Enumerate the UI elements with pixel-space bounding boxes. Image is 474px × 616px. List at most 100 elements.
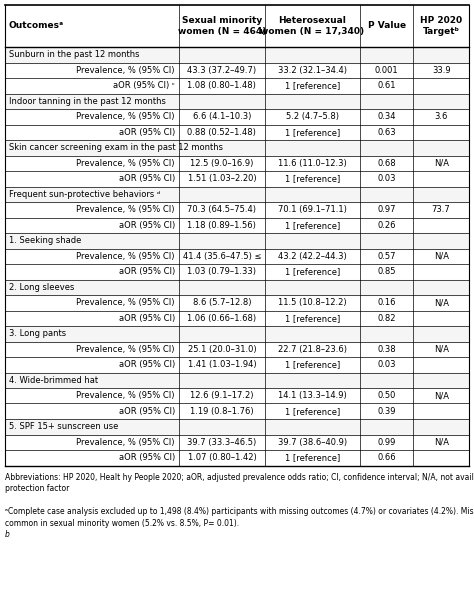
Text: P Value: P Value [367,22,406,31]
Text: aOR (95% CI): aOR (95% CI) [119,360,175,369]
Text: 0.68: 0.68 [377,159,396,168]
Text: 4. Wide-brimmed hat: 4. Wide-brimmed hat [9,376,98,385]
Text: 33.2 (32.1–34.4): 33.2 (32.1–34.4) [278,66,347,75]
Text: aOR (95% CI): aOR (95% CI) [119,453,175,462]
Text: Sexual minority
women (N = 464): Sexual minority women (N = 464) [178,16,266,36]
Text: Prevalence, % (95% CI): Prevalence, % (95% CI) [76,159,175,168]
Text: 70.1 (69.1–71.1): 70.1 (69.1–71.1) [278,205,347,214]
Text: 1 [reference]: 1 [reference] [285,267,340,276]
Text: aOR (95% CI): aOR (95% CI) [119,407,175,416]
Bar [5,47,469,62]
Text: 11.6 (11.0–12.3): 11.6 (11.0–12.3) [278,159,347,168]
Text: Prevalence, % (95% CI): Prevalence, % (95% CI) [76,438,175,447]
Text: Prevalence, % (95% CI): Prevalence, % (95% CI) [76,298,175,307]
Text: Prevalence, % (95% CI): Prevalence, % (95% CI) [76,391,175,400]
Text: ᵃComplete case analysis excluded up to 1,498 (8.4%) participants with missing ou: ᵃComplete case analysis excluded up to 1… [5,507,474,516]
Text: 1.07 (0.80–1.42): 1.07 (0.80–1.42) [188,453,256,462]
Text: 1 [reference]: 1 [reference] [285,81,340,91]
Text: 0.001: 0.001 [375,66,399,75]
Text: 33.9: 33.9 [432,66,450,75]
Bar [5,94,469,109]
Text: 1.41 (1.03–1.94): 1.41 (1.03–1.94) [188,360,256,369]
Text: Prevalence, % (95% CI): Prevalence, % (95% CI) [76,345,175,354]
Text: 0.88 (0.52–1.48): 0.88 (0.52–1.48) [188,128,256,137]
Text: aOR (95% CI): aOR (95% CI) [119,267,175,276]
Text: 0.57: 0.57 [377,252,396,261]
Text: 0.39: 0.39 [377,407,396,416]
Text: 8.6 (5.7–12.8): 8.6 (5.7–12.8) [192,298,251,307]
Text: 41.4 (35.6–47.5) ≤: 41.4 (35.6–47.5) ≤ [182,252,261,261]
Text: 1. Seeking shade: 1. Seeking shade [9,237,82,245]
Text: 1 [reference]: 1 [reference] [285,221,340,230]
Text: 5. SPF 15+ sunscreen use: 5. SPF 15+ sunscreen use [9,422,118,431]
Text: 1 [reference]: 1 [reference] [285,407,340,416]
Text: Frequent sun-protective behaviors ᵈ: Frequent sun-protective behaviors ᵈ [9,190,160,199]
Text: Prevalence, % (95% CI): Prevalence, % (95% CI) [76,112,175,121]
Text: 25.1 (20.0–31.0): 25.1 (20.0–31.0) [188,345,256,354]
Text: 0.38: 0.38 [377,345,396,354]
Text: 0.16: 0.16 [377,298,396,307]
Text: 1.18 (0.89–1.56): 1.18 (0.89–1.56) [188,221,256,230]
Text: N/A: N/A [434,159,449,168]
Text: 2. Long sleeves: 2. Long sleeves [9,283,74,292]
Text: HP 2020
Targetᵇ: HP 2020 Targetᵇ [420,16,462,36]
Text: 0.85: 0.85 [377,267,396,276]
Text: protection factor: protection factor [5,484,69,493]
Text: 14.1 (13.3–14.9): 14.1 (13.3–14.9) [278,391,347,400]
Text: aOR (95% CI): aOR (95% CI) [119,221,175,230]
Text: 1.08 (0.80–1.48): 1.08 (0.80–1.48) [188,81,256,91]
Text: 43.2 (42.2–44.3): 43.2 (42.2–44.3) [278,252,347,261]
Text: 0.63: 0.63 [377,128,396,137]
Text: aOR (95% CI): aOR (95% CI) [119,314,175,323]
Text: 43.3 (37.2–49.7): 43.3 (37.2–49.7) [187,66,256,75]
Bar [5,140,469,155]
Text: 11.5 (10.8–12.2): 11.5 (10.8–12.2) [278,298,346,307]
Text: 0.99: 0.99 [377,438,396,447]
Text: 0.82: 0.82 [377,314,396,323]
Text: 1 [reference]: 1 [reference] [285,360,340,369]
Text: aOR (95% CI): aOR (95% CI) [119,128,175,137]
Text: 0.34: 0.34 [377,112,396,121]
Text: 70.3 (64.5–75.4): 70.3 (64.5–75.4) [187,205,256,214]
Text: Heterosexual
women (N = 17,340): Heterosexual women (N = 17,340) [260,16,365,36]
Text: Sunburn in the past 12 months: Sunburn in the past 12 months [9,51,139,59]
Text: 0.66: 0.66 [377,453,396,462]
Bar [5,280,469,295]
Text: Outcomesᵃ: Outcomesᵃ [9,22,64,31]
Bar [5,187,469,202]
Text: 0.03: 0.03 [377,174,396,183]
Text: Skin cancer screening exam in the past 12 months: Skin cancer screening exam in the past 1… [9,144,223,152]
Bar [5,326,469,341]
Text: 0.26: 0.26 [377,221,396,230]
Text: 1 [reference]: 1 [reference] [285,174,340,183]
Text: 6.6 (4.1–10.3): 6.6 (4.1–10.3) [193,112,251,121]
Text: 5.2 (4.7–5.8): 5.2 (4.7–5.8) [286,112,339,121]
Text: 0.03: 0.03 [377,360,396,369]
Text: N/A: N/A [434,391,449,400]
Text: Prevalence, % (95% CI): Prevalence, % (95% CI) [76,205,175,214]
Text: common in sexual minority women (5.2% vs. 8.5%, P= 0.01).: common in sexual minority women (5.2% vs… [5,519,239,527]
Text: 73.7: 73.7 [432,205,450,214]
Text: 0.61: 0.61 [377,81,396,91]
Text: 22.7 (21.8–23.6): 22.7 (21.8–23.6) [278,345,347,354]
Text: aOR (95% CI): aOR (95% CI) [119,174,175,183]
Bar [5,373,469,388]
Text: 1.51 (1.03–2.20): 1.51 (1.03–2.20) [188,174,256,183]
Text: 3. Long pants: 3. Long pants [9,329,66,338]
Text: 39.7 (38.6–40.9): 39.7 (38.6–40.9) [278,438,347,447]
Text: N/A: N/A [434,345,449,354]
Text: 1.03 (0.79–1.33): 1.03 (0.79–1.33) [187,267,256,276]
Text: 0.50: 0.50 [377,391,396,400]
Bar [5,5,469,47]
Text: N/A: N/A [434,252,449,261]
Text: 12.6 (9.1–17.2): 12.6 (9.1–17.2) [190,391,254,400]
Text: 39.7 (33.3–46.5): 39.7 (33.3–46.5) [187,438,256,447]
Bar [5,419,469,434]
Text: 1 [reference]: 1 [reference] [285,128,340,137]
Text: 0.97: 0.97 [377,205,396,214]
Text: 1 [reference]: 1 [reference] [285,453,340,462]
Text: Prevalence, % (95% CI): Prevalence, % (95% CI) [76,252,175,261]
Text: N/A: N/A [434,438,449,447]
Text: 3.6: 3.6 [435,112,448,121]
Text: b: b [5,530,10,539]
